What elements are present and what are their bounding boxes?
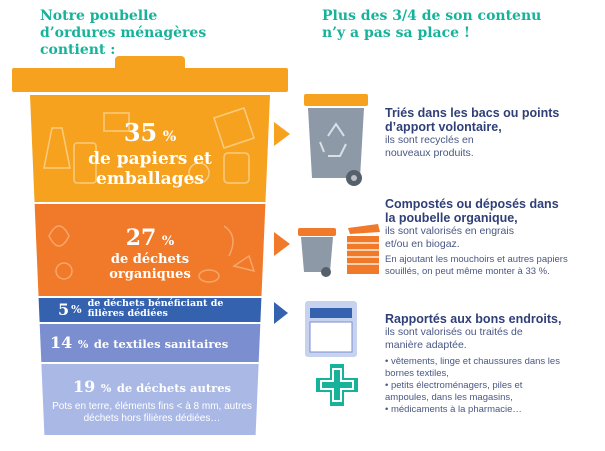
arrow-right-icon: [274, 302, 288, 324]
textiles-text: 14 % de textiles sanitaires: [50, 333, 260, 352]
filieres-label: de déchets bénéficiant de filières dédié…: [87, 298, 224, 319]
autres-text: 19 % de déchets autres Pots en terre, él…: [52, 377, 252, 425]
autres-pct: 19: [72, 377, 96, 396]
bin-body: [30, 95, 270, 435]
autres-unit: %: [100, 382, 112, 395]
organiques-text: 27 % de déchets organiques: [30, 225, 270, 282]
rapport-bullet: • médicaments à la pharmacie…: [385, 404, 522, 415]
recycling-bin-icon: [304, 94, 368, 186]
tri-text: ils sont recyclés en nouveaux produits.: [385, 134, 474, 159]
rapport-block: Rapportés aux bons endroits, ils sont va…: [385, 312, 585, 416]
tri-title: Triés dans les bacs ou points d’apport v…: [385, 106, 560, 134]
packaging-illustration: [43, 107, 255, 184]
compost-crate-icon: [347, 224, 380, 274]
pharmacy-cross-icon: [316, 364, 358, 406]
rapport-text: ils sont valorisés ou traités de manière…: [385, 326, 523, 351]
filieres-text: 5 % de déchets bénéficiant de filières d…: [58, 299, 258, 319]
rapport-bullet: • petits électroménagers, piles et ampou…: [385, 380, 523, 403]
filieres-pct: 5: [58, 299, 70, 319]
textiles-unit: %: [77, 338, 89, 351]
arrow-right-icon: [274, 232, 290, 256]
left-title: Notre poubelle d’ordures ménagères conti…: [40, 8, 207, 58]
compost-title: Compostés ou déposés dans la poubelle or…: [385, 197, 559, 225]
arrow-right-icon: [274, 122, 290, 146]
papiers-text: 35 % de papiers et emballages: [30, 118, 270, 189]
bin-lid: [12, 68, 288, 92]
autres-note: Pots en terre, éléments fins < à 8 mm, a…: [52, 401, 252, 424]
papiers-label: de papiers et emballages: [88, 149, 212, 189]
band-autres: [30, 364, 270, 435]
compost-text: ils sont valorisés en engrais et/ou en b…: [385, 225, 514, 250]
organiques-label: de déchets organiques: [109, 252, 191, 282]
autres-label: de déchets autres: [116, 381, 232, 395]
organiques-pct: 27: [125, 225, 157, 251]
rapport-bullet: • vêtements, linge et chaussures dans le…: [385, 356, 560, 379]
band-organiques: [30, 204, 270, 296]
rapport-title: Rapportés aux bons endroits,: [385, 312, 562, 326]
filieres-unit: %: [71, 302, 82, 316]
organic-bin-icon: [298, 228, 336, 277]
band-textiles: [30, 324, 270, 362]
papiers-unit: %: [162, 129, 177, 145]
tri-block: Triés dans les bacs ou points d’apport v…: [385, 106, 585, 160]
compost-block: Compostés ou déposés dans la poubelle or…: [385, 197, 597, 278]
textiles-label: de textiles sanitaires: [93, 337, 229, 351]
right-title: Plus des 3/4 de son contenu n’y a pas sa…: [322, 8, 542, 41]
collection-box-icon: [305, 301, 357, 357]
organiques-unit: %: [161, 234, 175, 249]
bin-handle: [115, 56, 185, 68]
compost-note: En ajoutant les mouchoirs et autres papi…: [385, 254, 568, 277]
trash-bin: 35 % de papiers et emballages 27 % de dé…: [0, 0, 300, 451]
textiles-pct: 14: [50, 333, 73, 352]
band-filieres: [30, 298, 270, 322]
food-illustration: [48, 225, 256, 283]
papiers-pct: 35: [123, 118, 158, 147]
